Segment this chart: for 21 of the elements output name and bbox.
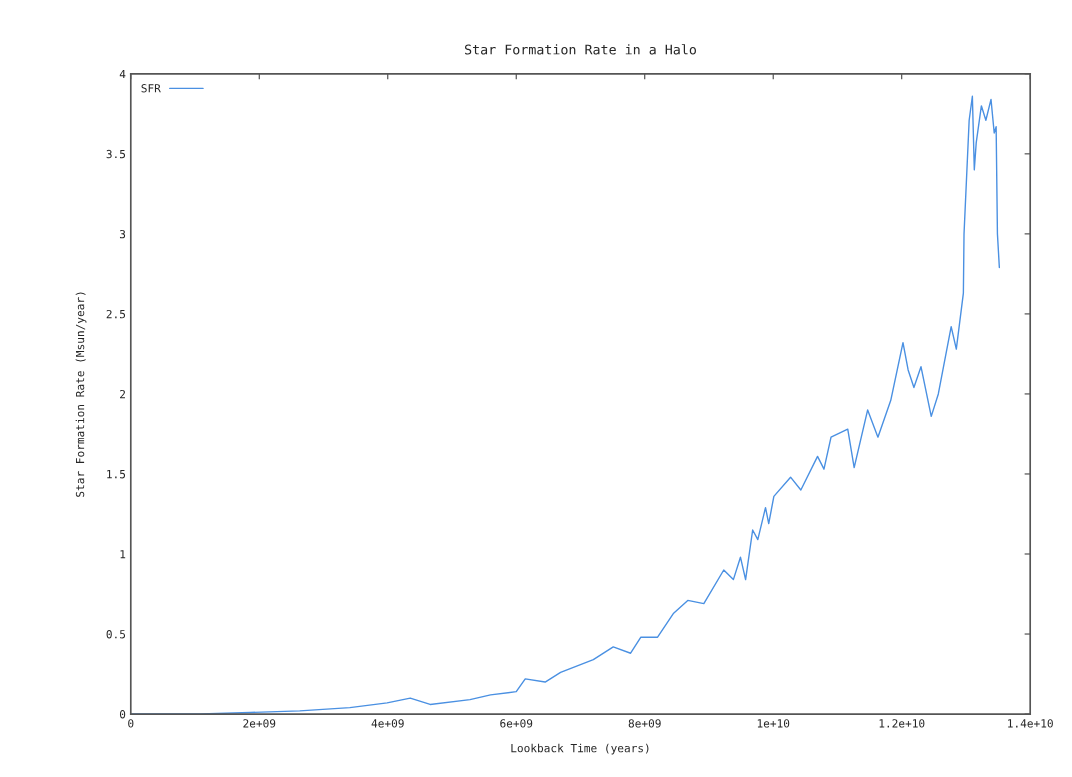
y-tick-label: 4 <box>119 69 126 79</box>
x-tick-label: 8e+09 <box>628 719 661 728</box>
x-tick-label: 2e+09 <box>243 719 276 728</box>
y-tick-label: 1 <box>120 550 126 559</box>
legend-label: SFR <box>141 84 161 93</box>
x-tick-label: 1.2e+10 <box>879 719 925 728</box>
x-axis-title: Lookback Time (years) <box>511 743 649 755</box>
y-tick-label: 3.5 <box>106 149 126 159</box>
y-tick-label: 2.5 <box>106 309 126 319</box>
y-axis-title: Star Formation Rate (Msun/year) <box>75 292 87 497</box>
x-tick-label: 1e+10 <box>757 719 790 728</box>
x-tick-label: 6e+09 <box>500 719 533 728</box>
chart-title: Star Formation Rate in a Halo <box>465 44 696 55</box>
y-tick-label: 0.5 <box>106 630 126 639</box>
y-tick-label: 3 <box>119 229 126 239</box>
x-tick-label: 1.4e+10 <box>1008 719 1053 728</box>
x-tick-label: 4e+09 <box>371 719 404 728</box>
y-tick-label: 2 <box>120 389 125 399</box>
x-tick-label: 0 <box>128 719 134 728</box>
y-tick-label: 0 <box>119 710 126 719</box>
y-tick-label: 1.5 <box>107 470 126 479</box>
